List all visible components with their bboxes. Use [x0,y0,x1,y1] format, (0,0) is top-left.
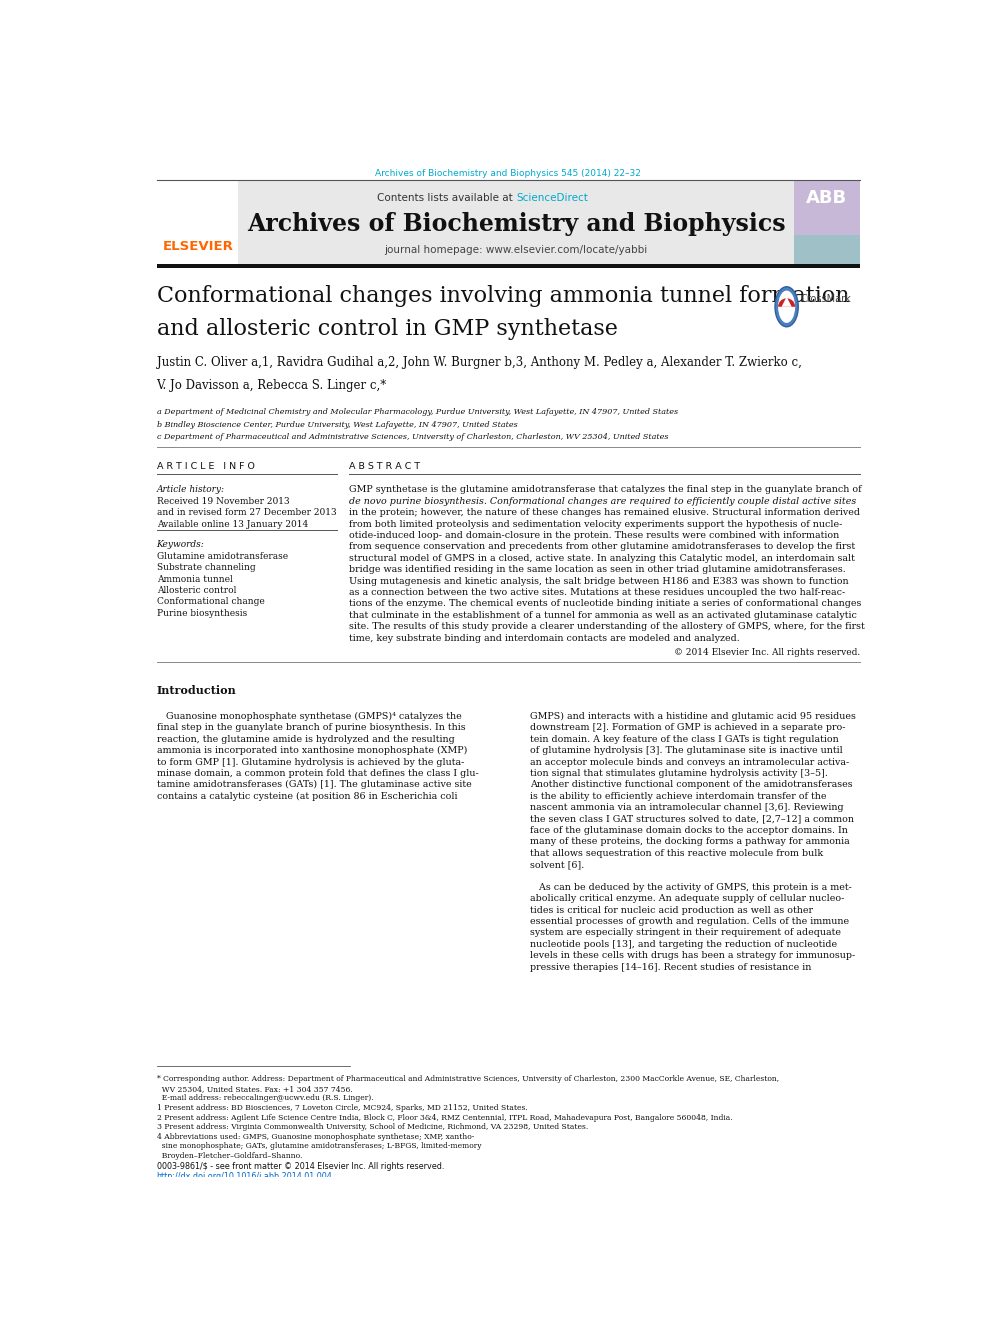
Text: Substrate channeling: Substrate channeling [157,564,255,572]
Text: and allosteric control in GMP synthetase: and allosteric control in GMP synthetase [157,318,617,340]
Text: abolically critical enzyme. An adequate supply of cellular nucleo-: abolically critical enzyme. An adequate … [530,894,844,904]
Text: levels in these cells with drugs has been a strategy for immunosup-: levels in these cells with drugs has bee… [530,951,855,960]
Text: as a connection between the two active sites. Mutations at these residues uncoup: as a connection between the two active s… [349,587,845,597]
Bar [157,180,860,265]
Text: GMP synthetase is the glutamine amidotransferase that catalyzes the final step i: GMP synthetase is the glutamine amidotra… [349,486,861,495]
Text: 0003-9861/$ - see front matter © 2014 Elsevier Inc. All rights reserved.: 0003-9861/$ - see front matter © 2014 El… [157,1162,444,1171]
Text: sine monophosphate; GATs, glutamine amidotransferases; L-BFGS, limited-memory: sine monophosphate; GATs, glutamine amid… [157,1143,481,1151]
Text: Contents lists available at: Contents lists available at [377,193,516,202]
Text: essential processes of growth and regulation. Cells of the immune: essential processes of growth and regula… [530,917,849,926]
Text: Conformational changes involving ammonia tunnel formation: Conformational changes involving ammonia… [157,286,849,307]
Polygon shape [782,296,792,307]
Ellipse shape [778,291,796,323]
Bar [157,265,860,269]
Text: to form GMP [1]. Glutamine hydrolysis is achieved by the gluta-: to form GMP [1]. Glutamine hydrolysis is… [157,758,464,766]
Text: Another distinctive functional component of the amidotransferases: Another distinctive functional component… [530,781,853,790]
Text: ELSEVIER: ELSEVIER [163,239,234,253]
Text: * Corresponding author. Address: Department of Pharmaceutical and Administrative: * Corresponding author. Address: Departm… [157,1076,779,1084]
Text: from sequence conservation and precedents from other glutamine amidotransferases: from sequence conservation and precedent… [349,542,855,552]
Bar [795,235,860,265]
Text: Justin C. Oliver a,1, Ravidra Gudihal a,2, John W. Burgner b,3, Anthony M. Pedle: Justin C. Oliver a,1, Ravidra Gudihal a,… [157,356,802,369]
Text: A R T I C L E   I N F O: A R T I C L E I N F O [157,462,254,471]
Text: nascent ammonia via an intramolecular channel [3,6]. Reviewing: nascent ammonia via an intramolecular ch… [530,803,844,812]
Text: time, key substrate binding and interdomain contacts are modeled and analyzed.: time, key substrate binding and interdom… [349,634,739,643]
Text: system are especially stringent in their requirement of adequate: system are especially stringent in their… [530,929,841,938]
Text: minase domain, a common protein fold that defines the class I glu-: minase domain, a common protein fold tha… [157,769,478,778]
Text: de novo purine biosynthesis. Conformational changes are required to efficiently : de novo purine biosynthesis. Conformatio… [349,497,856,505]
Text: As can be deduced by the activity of GMPS, this protein is a met-: As can be deduced by the activity of GMP… [530,882,852,892]
Text: Guanosine monophosphate synthetase (GMPS)⁴ catalyzes the: Guanosine monophosphate synthetase (GMPS… [157,712,461,721]
Text: in the protein; however, the nature of these changes has remained elusive. Struc: in the protein; however, the nature of t… [349,508,860,517]
Text: many of these proteins, the docking forms a pathway for ammonia: many of these proteins, the docking form… [530,837,850,847]
Text: downstream [2]. Formation of GMP is achieved in a separate pro-: downstream [2]. Formation of GMP is achi… [530,724,845,733]
Text: 1 Present address: BD Biosciences, 7 Loveton Circle, MC924, Sparks, MD 21152, Un: 1 Present address: BD Biosciences, 7 Lov… [157,1103,528,1111]
Text: 2 Present address: Agilent Life Science Centre India, Block C, Floor 3&4, RMZ Ce: 2 Present address: Agilent Life Science … [157,1114,732,1122]
Text: tion signal that stimulates glutamine hydrolysis activity [3–5].: tion signal that stimulates glutamine hy… [530,769,828,778]
Text: V. Jo Davisson a, Rebecca S. Linger c,*: V. Jo Davisson a, Rebecca S. Linger c,* [157,380,387,392]
Text: an acceptor molecule binds and conveys an intramolecular activa-: an acceptor molecule binds and conveys a… [530,758,849,766]
Text: Article history:: Article history: [157,486,224,495]
Text: c Department of Pharmaceutical and Administrative Sciences, University of Charle: c Department of Pharmaceutical and Admin… [157,433,668,441]
Text: tamine amidotransferases (GATs) [1]. The glutaminase active site: tamine amidotransferases (GATs) [1]. The… [157,781,471,790]
Text: A B S T R A C T: A B S T R A C T [349,462,420,471]
Text: that culminate in the establishment of a tunnel for ammonia as well as an activa: that culminate in the establishment of a… [349,611,857,619]
Wedge shape [778,298,796,307]
Text: structural model of GMPS in a closed, active state. In analyzing this Catalytic : structural model of GMPS in a closed, ac… [349,554,855,562]
Bar [157,180,238,265]
Text: face of the glutaminase domain docks to the acceptor domains. In: face of the glutaminase domain docks to … [530,826,848,835]
Text: reaction, the glutamine amide is hydrolyzed and the resulting: reaction, the glutamine amide is hydroly… [157,734,454,744]
Text: solvent [6].: solvent [6]. [530,860,584,869]
Text: from both limited proteolysis and sedimentation velocity experiments support the: from both limited proteolysis and sedime… [349,520,842,529]
Text: bridge was identified residing in the same location as seen in other triad gluta: bridge was identified residing in the sa… [349,565,845,574]
Text: tides is critical for nucleic acid production as well as other: tides is critical for nucleic acid produ… [530,906,813,914]
Text: http://dx.doi.org/10.1016/j.abb.2014.01.004: http://dx.doi.org/10.1016/j.abb.2014.01.… [157,1172,332,1181]
Text: Archives of Biochemistry and Biophysics: Archives of Biochemistry and Biophysics [247,212,786,235]
Text: Available online 13 January 2014: Available online 13 January 2014 [157,520,308,529]
Text: is the ability to efficiently achieve interdomain transfer of the: is the ability to efficiently achieve in… [530,791,826,800]
Text: ABB: ABB [806,189,847,206]
Text: Archives of Biochemistry and Biophysics 545 (2014) 22–32: Archives of Biochemistry and Biophysics … [375,169,642,177]
Text: ScienceDirect: ScienceDirect [516,193,588,202]
Text: GMPS) and interacts with a histidine and glutamic acid 95 residues: GMPS) and interacts with a histidine and… [530,712,856,721]
Text: Glutamine amidotransferase: Glutamine amidotransferase [157,552,288,561]
Text: © 2014 Elsevier Inc. All rights reserved.: © 2014 Elsevier Inc. All rights reserved… [674,648,860,658]
Text: a Department of Medicinal Chemistry and Molecular Pharmacology, Purdue Universit: a Department of Medicinal Chemistry and … [157,409,678,417]
Text: Received 19 November 2013: Received 19 November 2013 [157,497,290,505]
Ellipse shape [775,287,799,327]
Text: 3 Present address: Virginia Commonwealth University, School of Medicine, Richmon: 3 Present address: Virginia Commonwealth… [157,1123,588,1131]
Text: Purine biosynthesis: Purine biosynthesis [157,609,247,618]
Bar [795,180,860,265]
Text: that allows sequestration of this reactive molecule from bulk: that allows sequestration of this reacti… [530,848,823,857]
Text: journal homepage: www.elsevier.com/locate/yabbi: journal homepage: www.elsevier.com/locat… [385,245,648,255]
Text: site. The results of this study provide a clearer understanding of the allostery: site. The results of this study provide … [349,622,864,631]
Text: nucleotide pools [13], and targeting the reduction of nucleotide: nucleotide pools [13], and targeting the… [530,939,837,949]
Text: Allosteric control: Allosteric control [157,586,236,595]
Text: Ammonia tunnel: Ammonia tunnel [157,574,232,583]
Text: pressive therapies [14–16]. Recent studies of resistance in: pressive therapies [14–16]. Recent studi… [530,963,811,971]
Text: Broyden–Fletcher–Goldfard–Shanno.: Broyden–Fletcher–Goldfard–Shanno. [157,1152,302,1160]
Text: Conformational change: Conformational change [157,598,264,606]
Text: E-mail address: rebeccalinger@ucwv.edu (R.S. Linger).: E-mail address: rebeccalinger@ucwv.edu (… [157,1094,373,1102]
Text: CrossMark: CrossMark [801,294,851,304]
Text: Introduction: Introduction [157,685,236,696]
Text: otide-induced loop- and domain-closure in the protein. These results were combin: otide-induced loop- and domain-closure i… [349,531,839,540]
Text: of glutamine hydrolysis [3]. The glutaminase site is inactive until: of glutamine hydrolysis [3]. The glutami… [530,746,843,755]
Text: the seven class I GAT structures solved to date, [2,7–12] a common: the seven class I GAT structures solved … [530,815,854,823]
Text: and in revised form 27 December 2013: and in revised form 27 December 2013 [157,508,336,517]
Text: ammonia is incorporated into xanthosine monophosphate (XMP): ammonia is incorporated into xanthosine … [157,746,467,755]
Text: tions of the enzyme. The chemical events of nucleotide binding initiate a series: tions of the enzyme. The chemical events… [349,599,861,609]
Text: WV 25304, United States. Fax: +1 304 357 7456.: WV 25304, United States. Fax: +1 304 357… [157,1085,352,1093]
Text: contains a catalytic cysteine (at position 86 in Escherichia coli: contains a catalytic cysteine (at positi… [157,791,457,800]
Text: b Bindley Bioscience Center, Purdue University, West Lafayette, IN 47907, United: b Bindley Bioscience Center, Purdue Univ… [157,421,517,429]
Text: final step in the guanylate branch of purine biosynthesis. In this: final step in the guanylate branch of pu… [157,724,465,733]
Text: Keywords:: Keywords: [157,540,204,549]
Text: tein domain. A key feature of the class I GATs is tight regulation: tein domain. A key feature of the class … [530,734,839,744]
Text: 4 Abbreviations used: GMPS, Guanosine monophosphate synthetase; XMP, xantho-: 4 Abbreviations used: GMPS, Guanosine mo… [157,1132,474,1140]
Text: Using mutagenesis and kinetic analysis, the salt bridge between H186 and E383 wa: Using mutagenesis and kinetic analysis, … [349,577,848,586]
